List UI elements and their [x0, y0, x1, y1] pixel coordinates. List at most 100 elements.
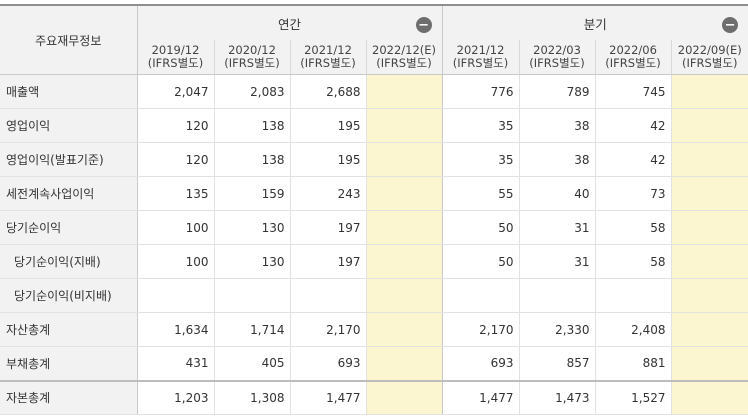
estimate-cell [366, 312, 443, 347]
estimate-cell [366, 108, 443, 143]
value-cell: 31 [519, 210, 596, 245]
value-cell: 1,477 [442, 379, 520, 415]
value-cell: 130 [214, 244, 291, 279]
value-cell: 197 [290, 210, 367, 245]
table-row: 당기순이익(지배) 100 130 197 50 31 58 [0, 244, 748, 279]
value-cell: 693 [442, 346, 520, 381]
value-cell: 120 [137, 108, 215, 143]
value-cell: 138 [214, 142, 291, 177]
value-cell: 197 [290, 244, 367, 279]
row-label[interactable]: 세전계속사업이익 [0, 176, 138, 211]
row-header-label: 주요재무정보 [0, 4, 138, 75]
value-cell: 789 [519, 74, 596, 109]
value-cell: 2,170 [442, 312, 520, 347]
estimate-cell [366, 244, 443, 279]
row-label[interactable]: 자본총계 [0, 379, 138, 415]
value-cell: 55 [442, 176, 520, 211]
value-cell: 2,688 [290, 74, 367, 109]
value-cell: 243 [290, 176, 367, 211]
estimate-cell [366, 210, 443, 245]
estimate-cell [671, 108, 748, 143]
value-cell: 73 [595, 176, 672, 211]
estimate-cell [366, 142, 443, 177]
table-row: 영업이익 120 138 195 35 38 42 [0, 108, 748, 143]
financial-summary-table: 주요재무정보 연간 − 분기 − 2019/12 (IFRS별도) 2020/12… [0, 4, 748, 415]
value-cell: 776 [442, 74, 520, 109]
value-cell: 35 [442, 142, 520, 177]
estimate-cell [366, 278, 443, 313]
value-cell: 881 [595, 346, 672, 381]
estimate-cell [671, 346, 748, 381]
value-cell: 35 [442, 108, 520, 143]
period-header: 2022/09(E) (IFRS별도) [671, 40, 748, 75]
value-cell: 1,714 [214, 312, 291, 347]
annual-collapse-icon[interactable]: − [415, 17, 432, 33]
value-cell: 1,203 [137, 379, 215, 415]
row-label[interactable]: 당기순이익 [0, 210, 138, 245]
value-cell: 2,408 [595, 312, 672, 347]
value-cell: 100 [137, 244, 215, 279]
value-cell: 50 [442, 210, 520, 245]
value-cell: 50 [442, 244, 520, 279]
row-label[interactable]: 매출액 [0, 74, 138, 109]
estimate-cell [671, 210, 748, 245]
annual-group-label: 연간 [278, 16, 302, 32]
value-cell: 2,170 [290, 312, 367, 347]
row-label[interactable]: 당기순이익(비지배) [0, 278, 138, 313]
annual-group-header: 연간 − [137, 4, 443, 40]
value-cell: 857 [519, 346, 596, 381]
value-cell: 2,330 [519, 312, 596, 347]
table-row: 당기순이익(비지배) [0, 278, 748, 313]
row-label[interactable]: 부채총계 [0, 346, 138, 381]
quarter-group-header: 분기 − [442, 4, 748, 40]
value-cell: 138 [214, 108, 291, 143]
value-cell: 1,527 [595, 379, 672, 415]
period-header: 2021/12 (IFRS별도) [442, 40, 520, 75]
value-cell: 195 [290, 142, 367, 177]
row-label[interactable]: 당기순이익(지배) [0, 244, 138, 279]
estimate-cell [671, 244, 748, 279]
table-row: 부채총계 431 405 693 693 857 881 [0, 346, 748, 381]
value-cell [137, 278, 215, 313]
quarter-collapse-icon[interactable]: − [722, 17, 739, 33]
estimate-cell [671, 379, 748, 415]
quarter-group-label: 분기 [583, 16, 607, 32]
estimate-cell [366, 346, 443, 381]
value-cell [595, 278, 672, 313]
row-label[interactable]: 자산총계 [0, 312, 138, 347]
value-cell: 195 [290, 108, 367, 143]
table-row: 세전계속사업이익 135 159 243 55 40 73 [0, 176, 748, 211]
period-header: 2022/06 (IFRS별도) [595, 40, 672, 75]
estimate-cell [366, 176, 443, 211]
value-cell [214, 278, 291, 313]
value-cell: 405 [214, 346, 291, 381]
period-header: 2021/12 (IFRS별도) [290, 40, 367, 75]
value-cell: 42 [595, 142, 672, 177]
value-cell: 745 [595, 74, 672, 109]
table-row: 당기순이익 100 130 197 50 31 58 [0, 210, 748, 245]
table-row: 자본총계 1,203 1,308 1,477 1,477 1,473 1,527 [0, 379, 748, 415]
row-label[interactable]: 영업이익 [0, 108, 138, 143]
value-cell: 693 [290, 346, 367, 381]
value-cell: 1,308 [214, 379, 291, 415]
period-header: 2022/12(E) (IFRS별도) [366, 40, 443, 75]
value-cell: 431 [137, 346, 215, 381]
value-cell [290, 278, 367, 313]
value-cell [519, 278, 596, 313]
estimate-cell [671, 74, 748, 109]
row-label[interactable]: 영업이익(발표기준) [0, 142, 138, 177]
estimate-cell [671, 278, 748, 313]
value-cell: 38 [519, 142, 596, 177]
period-header: 2022/03 (IFRS별도) [519, 40, 596, 75]
value-cell: 1,477 [290, 379, 367, 415]
table-row: 매출액 2,047 2,083 2,688 776 789 745 [0, 74, 748, 109]
estimate-cell [671, 176, 748, 211]
value-cell: 159 [214, 176, 291, 211]
value-cell: 1,634 [137, 312, 215, 347]
value-cell [442, 278, 520, 313]
value-cell: 1,473 [519, 379, 596, 415]
value-cell: 120 [137, 142, 215, 177]
value-cell: 100 [137, 210, 215, 245]
value-cell: 42 [595, 108, 672, 143]
estimate-cell [671, 312, 748, 347]
